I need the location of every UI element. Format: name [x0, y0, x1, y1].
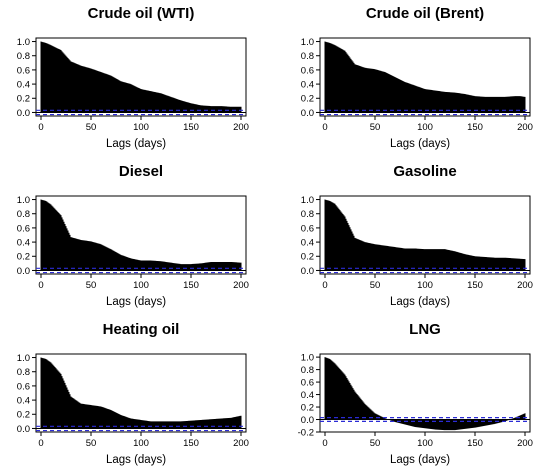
- x-tick-label: 100: [417, 438, 433, 449]
- x-tick-label: 100: [133, 438, 149, 449]
- y-tick-label: 0.6: [301, 377, 314, 388]
- x-tick-label: 50: [86, 438, 97, 449]
- y-tick-label: 1.0: [301, 195, 314, 206]
- x-tick-label: 50: [370, 438, 381, 449]
- acf-panel: LNG -0.20.0 0.20.4 0.60.81.0 0 50 100 150 200 Lag…: [298, 321, 533, 466]
- y-tick-label: 0.2: [301, 402, 314, 413]
- y-tick-label: 0.0: [301, 108, 314, 119]
- x-tick-label: 100: [133, 280, 149, 291]
- y-tick-label: 0.6: [301, 223, 314, 234]
- x-axis-label: Lags (days): [106, 138, 166, 150]
- x-tick-label: 0: [322, 280, 327, 291]
- y-tick-label: 0.0: [301, 266, 314, 277]
- x-axis-label: Lags (days): [390, 454, 450, 466]
- x-axis-label: Lags (days): [390, 138, 450, 150]
- x-tick-label: 100: [417, 122, 433, 133]
- y-tick-label: 0.8: [17, 51, 30, 62]
- y-tick-label: 1.0: [17, 37, 30, 48]
- y-tick-label: 0.0: [301, 415, 314, 426]
- acf-panel: Heating oil 0.0 0.2 0.4 0.6 0.8 1.0 0 50 100 150 20…: [17, 321, 249, 466]
- x-tick-label: 150: [467, 280, 483, 291]
- x-tick-label: 200: [517, 122, 533, 133]
- x-tick-label: 150: [467, 122, 483, 133]
- y-tick-label: 0.8: [17, 209, 30, 220]
- x-tick-label: 0: [322, 122, 327, 133]
- y-tick-label: 0.2: [301, 252, 314, 263]
- panel-title: LNG: [409, 321, 441, 338]
- y-tick-label: 0.6: [301, 65, 314, 76]
- panel-title: Crude oil (WTI): [88, 5, 195, 22]
- x-tick-label: 200: [233, 438, 249, 449]
- x-axis-label: Lags (days): [106, 296, 166, 308]
- x-tick-label: 50: [86, 122, 97, 133]
- x-tick-label: 50: [370, 280, 381, 291]
- y-tick-label: 0.2: [301, 94, 314, 105]
- x-tick-label: 100: [417, 280, 433, 291]
- x-tick-label: 150: [183, 438, 199, 449]
- y-tick-label: 0.4: [301, 390, 314, 401]
- x-tick-label: 150: [467, 438, 483, 449]
- y-tick-label: 1.0: [301, 37, 314, 48]
- y-tick-label: 0.0: [17, 108, 30, 119]
- x-axis-label: Lags (days): [106, 454, 166, 466]
- x-tick-label: 200: [233, 280, 249, 291]
- acf-panel: Crude oil (WTI) 0.0 0.2 0.4 0.6 0.8 1.0 0 50 100 1…: [17, 5, 249, 150]
- x-tick-label: 50: [370, 122, 381, 133]
- x-tick-label: 0: [38, 438, 43, 449]
- y-tick-label: 0.8: [301, 365, 314, 376]
- y-tick-label: 0.6: [17, 381, 30, 392]
- y-tick-label: 0.0: [17, 424, 30, 435]
- x-tick-label: 0: [38, 280, 43, 291]
- panel-title: Diesel: [119, 163, 163, 180]
- y-tick-label: 0.4: [301, 79, 314, 90]
- panel-title: Heating oil: [103, 321, 180, 338]
- y-tick-label: 0.2: [17, 410, 30, 421]
- y-tick-label: 1.0: [301, 353, 314, 364]
- acf-panel: Diesel 0.0 0.2 0.4 0.6 0.8 1.0 0 50 100 150 200 Lags…: [17, 163, 249, 308]
- acf-panel: Crude oil (Brent) 0.0 0.2 0.4 0.6 0.8 1.0 0 50 10…: [301, 5, 533, 150]
- y-tick-label: 0.4: [301, 237, 314, 248]
- y-tick-label: 0.2: [17, 252, 30, 263]
- y-tick-label: 1.0: [17, 353, 30, 364]
- x-axis-label: Lags (days): [390, 296, 450, 308]
- y-tick-label: 0.8: [301, 51, 314, 62]
- x-tick-label: 150: [183, 280, 199, 291]
- x-tick-label: 0: [38, 122, 43, 133]
- x-tick-label: 200: [233, 122, 249, 133]
- panel-title: Gasoline: [393, 163, 456, 180]
- y-tick-label: -0.2: [298, 427, 314, 438]
- x-tick-label: 50: [86, 280, 97, 291]
- acf-panel: Gasoline 0.0 0.2 0.4 0.6 0.8 1.0 0 50 100 150 200 La…: [301, 163, 533, 308]
- x-tick-label: 200: [517, 280, 533, 291]
- y-tick-label: 0.2: [17, 94, 30, 105]
- y-tick-label: 0.8: [301, 209, 314, 220]
- y-tick-label: 0.4: [17, 79, 30, 90]
- panel-title: Crude oil (Brent): [366, 5, 484, 22]
- y-tick-label: 1.0: [17, 195, 30, 206]
- y-tick-label: 0.0: [17, 266, 30, 277]
- y-tick-label: 0.4: [17, 237, 30, 248]
- x-tick-label: 200: [517, 438, 533, 449]
- x-tick-label: 100: [133, 122, 149, 133]
- x-tick-label: 0: [322, 438, 327, 449]
- y-tick-label: 0.6: [17, 223, 30, 234]
- y-tick-label: 0.6: [17, 65, 30, 76]
- y-tick-label: 0.8: [17, 367, 30, 378]
- y-tick-label: 0.4: [17, 395, 30, 406]
- x-tick-label: 150: [183, 122, 199, 133]
